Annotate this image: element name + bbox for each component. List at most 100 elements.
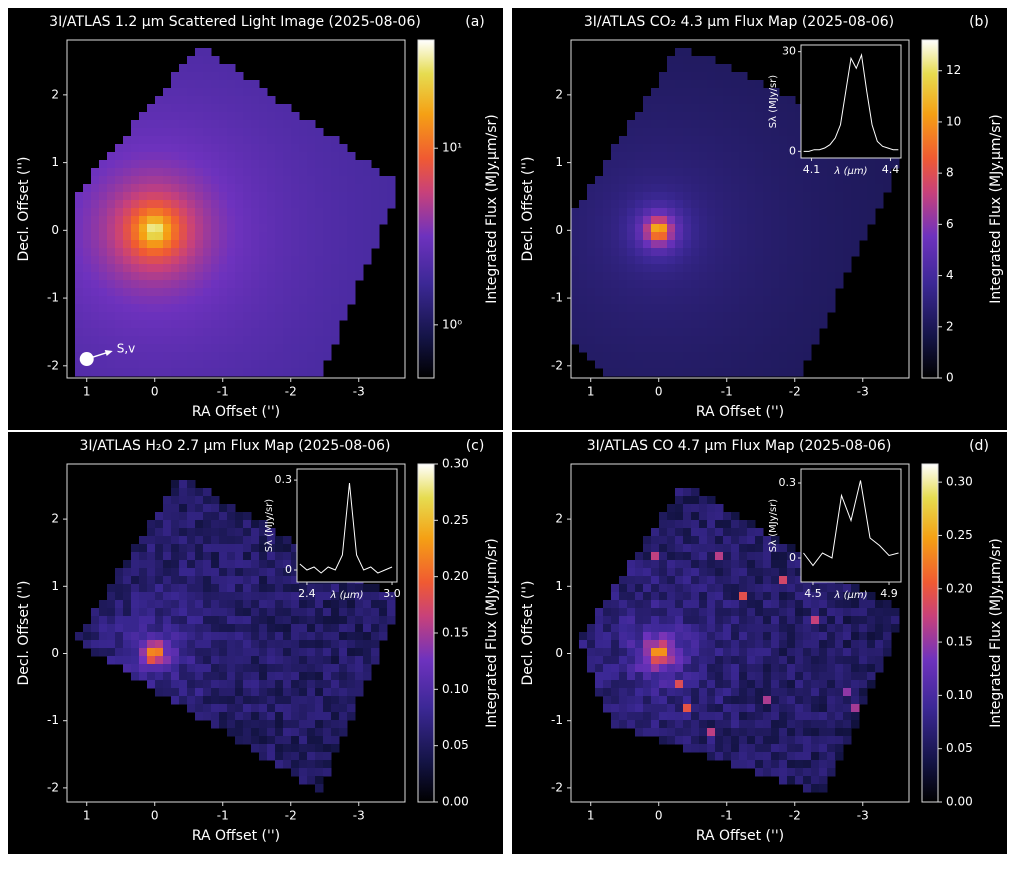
image-pixel [307, 312, 316, 321]
image-pixel [771, 680, 780, 689]
image-pixel [75, 256, 84, 265]
image-pixel [203, 352, 212, 361]
image-pixel [627, 264, 636, 273]
image-pixel [179, 264, 188, 273]
image-pixel [635, 664, 644, 673]
image-pixel [123, 168, 132, 177]
image-pixel [219, 88, 228, 97]
image-pixel [763, 352, 772, 361]
image-pixel [787, 288, 796, 297]
image-pixel [235, 328, 244, 337]
image-pixel [667, 352, 676, 361]
image-pixel [627, 592, 636, 601]
image-pixel [251, 584, 260, 593]
image-pixel [771, 600, 780, 609]
image-pixel [275, 232, 284, 241]
image-pixel [211, 312, 220, 321]
image-pixel [643, 584, 652, 593]
image-pixel [331, 728, 340, 737]
image-pixel [683, 552, 692, 561]
image-pixel [227, 720, 236, 729]
image-pixel [715, 528, 724, 537]
image-pixel [299, 720, 308, 729]
image-pixel [739, 296, 748, 305]
image-pixel [819, 584, 828, 593]
image-pixel [571, 328, 580, 337]
image-pixel [779, 576, 788, 585]
image-pixel [763, 664, 772, 673]
image-pixel [611, 152, 620, 161]
image-pixel [283, 208, 292, 217]
image-pixel [283, 616, 292, 625]
image-pixel [851, 216, 860, 225]
colorbar-tick-label: 0.15 [442, 626, 469, 640]
image-pixel [691, 144, 700, 153]
image-pixel [803, 344, 812, 353]
image-pixel [315, 320, 324, 329]
image-pixel [195, 152, 204, 161]
image-pixel [203, 704, 212, 713]
image-pixel [827, 760, 836, 769]
image-pixel [315, 144, 324, 153]
image-pixel [755, 264, 764, 273]
y-tick-label: 0 [51, 646, 59, 660]
image-pixel [787, 248, 796, 257]
image-pixel [307, 656, 316, 665]
image-pixel [347, 600, 356, 609]
image-pixel [123, 288, 132, 297]
image-pixel [107, 608, 116, 617]
image-pixel [291, 208, 300, 217]
image-pixel [675, 312, 684, 321]
image-pixel [667, 720, 676, 729]
image-pixel [651, 280, 660, 289]
image-pixel [867, 632, 876, 641]
image-pixel [147, 536, 156, 545]
image-pixel [763, 104, 772, 113]
image-pixel [779, 320, 788, 329]
image-pixel [219, 248, 228, 257]
image-pixel [675, 544, 684, 553]
image-pixel [747, 600, 756, 609]
image-pixel [371, 656, 380, 665]
y-tick-label: 1 [555, 579, 563, 593]
image-pixel [675, 680, 684, 689]
image-pixel [163, 352, 172, 361]
y-tick-label: -2 [47, 780, 59, 794]
image-pixel [347, 288, 356, 297]
image-pixel [187, 568, 196, 577]
image-pixel [139, 192, 148, 201]
x-tick-label: -1 [217, 385, 229, 399]
image-pixel [75, 360, 84, 369]
image-pixel [643, 256, 652, 265]
image-pixel [603, 280, 612, 289]
image-pixel [291, 632, 300, 641]
image-pixel [139, 576, 148, 585]
image-pixel [683, 304, 692, 313]
image-pixel [299, 256, 308, 265]
image-pixel [763, 280, 772, 289]
image-pixel [243, 552, 252, 561]
image-pixel [691, 624, 700, 633]
image-pixel [171, 280, 180, 289]
inset-frame [296, 468, 398, 583]
image-pixel [787, 136, 796, 145]
image-pixel [347, 648, 356, 657]
image-pixel [267, 248, 276, 257]
image-pixel [219, 152, 228, 161]
image-pixel [291, 176, 300, 185]
image-pixel [611, 272, 620, 281]
image-pixel [675, 360, 684, 369]
image-pixel [755, 216, 764, 225]
image-pixel [787, 104, 796, 113]
y-tick-label: -2 [47, 358, 59, 372]
image-pixel [755, 104, 764, 113]
image-pixel [363, 216, 372, 225]
image-pixel [579, 632, 588, 641]
image-pixel [867, 616, 876, 625]
image-pixel [667, 704, 676, 713]
image-pixel [299, 320, 308, 329]
image-pixel [155, 112, 164, 121]
image-pixel [355, 168, 364, 177]
image-pixel [755, 616, 764, 625]
image-pixel [163, 120, 172, 129]
